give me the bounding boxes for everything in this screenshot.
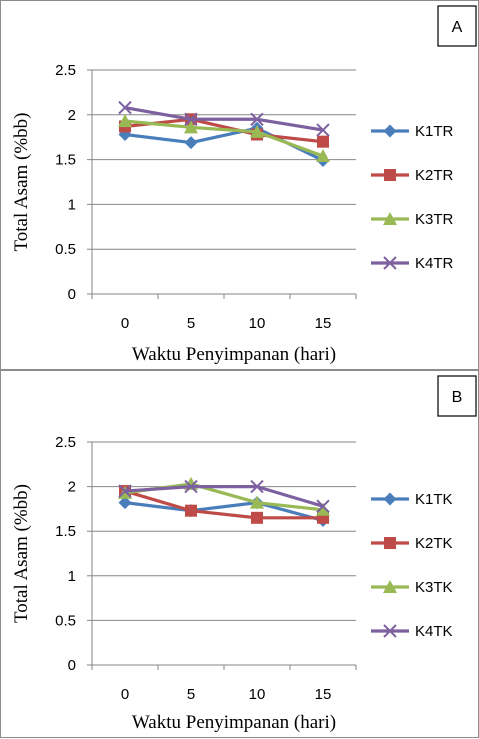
series-line xyxy=(124,484,324,508)
series-k4tk xyxy=(118,479,330,513)
legend-marker xyxy=(384,169,396,181)
y-tick-label: 0 xyxy=(68,286,76,303)
data-point xyxy=(118,114,132,128)
y-tick-label: 2.5 xyxy=(55,434,76,451)
series-k1tk xyxy=(118,496,330,527)
series-line xyxy=(124,119,324,158)
series-k4tr xyxy=(118,100,330,137)
y-tick-label: 1.5 xyxy=(55,523,76,540)
series-line xyxy=(124,106,324,132)
legend-label: K4TR xyxy=(415,255,454,272)
series-line xyxy=(124,489,323,520)
chart-panel-a: A 0 0.5 1 1.5 2 2.5 0 5 10 15 Waktu Penyimpanan (ha… xyxy=(0,0,479,370)
legend-label: K3TR xyxy=(415,211,454,228)
legend-label: K3TK xyxy=(415,579,453,596)
y-tick-label: 2 xyxy=(68,479,76,496)
x-tick-label: 0 xyxy=(121,315,129,332)
series-k3tr xyxy=(118,114,330,163)
data-point xyxy=(250,124,264,138)
y-axis-label: Total Asam (%bb) xyxy=(11,484,32,623)
y-tick-label: 2 xyxy=(68,107,76,124)
x-axis-label: Waktu Penyimpanan (hari) xyxy=(132,344,336,365)
data-point xyxy=(118,100,132,115)
series-line xyxy=(124,501,324,523)
legend-marker xyxy=(383,580,397,593)
legend-item-k4tr: K4TR xyxy=(371,255,454,272)
data-point xyxy=(118,496,132,510)
legend-item-k2tr: K2TR xyxy=(371,167,454,184)
data-point xyxy=(317,135,329,148)
x-tick-label: 0 xyxy=(121,686,129,703)
legend-marker xyxy=(383,492,397,506)
data-point xyxy=(316,499,330,513)
panel-label: B xyxy=(437,375,477,417)
x-tick-label: 10 xyxy=(249,315,266,332)
legend-label: K1TR xyxy=(415,123,454,140)
x-tick-label: 15 xyxy=(315,686,332,703)
data-point xyxy=(118,128,132,142)
panel-label-text: B xyxy=(452,389,463,406)
legend-item-k2tk: K2TK xyxy=(371,535,453,552)
legend-item-k3tk: K3TK xyxy=(371,579,453,596)
data-point xyxy=(250,495,264,509)
x-tick-label: 5 xyxy=(187,315,195,332)
data-point xyxy=(316,123,330,137)
panel-label-text: A xyxy=(452,19,463,36)
legend-marker xyxy=(383,256,397,270)
x-tick-label: 15 xyxy=(315,315,332,332)
legend-label: K1TK xyxy=(415,491,453,508)
panel-label: A xyxy=(437,5,477,47)
data-point xyxy=(316,502,330,516)
data-point xyxy=(316,149,330,163)
legend-marker xyxy=(384,537,396,549)
data-point xyxy=(184,120,198,134)
y-tick-label: 2.5 xyxy=(55,62,76,79)
line-chart-b: B 0 0.5 1 1.5 2 2.5 0 5 10 15 Waktu Penyimpanan (ha… xyxy=(11,375,477,733)
data-point xyxy=(250,479,264,494)
y-axis-label: Total Asam (%bb) xyxy=(11,112,32,251)
x-tick-label: 5 xyxy=(187,686,195,703)
x-axis-label: Waktu Penyimpanan (hari) xyxy=(132,712,336,733)
legend-marker xyxy=(383,212,397,225)
legend-item-k1tk: K1TK xyxy=(371,491,453,508)
y-tick-label: 1 xyxy=(68,568,76,585)
data-point xyxy=(184,136,198,150)
legend-label: K2TK xyxy=(415,535,453,552)
data-point xyxy=(184,479,198,494)
data-point xyxy=(185,504,197,517)
series-k3tk xyxy=(118,476,330,516)
legend-item-k1tr: K1TR xyxy=(371,123,454,140)
chart-panel-b: B 0 0.5 1 1.5 2 2.5 0 5 10 15 Waktu Penyimpanan (ha… xyxy=(0,370,479,738)
x-tick-label: 10 xyxy=(249,686,266,703)
data-point xyxy=(184,112,198,126)
y-tick-label: 1.5 xyxy=(55,152,76,169)
legend-marker xyxy=(383,124,397,138)
data-point xyxy=(251,511,263,524)
line-chart-a: A 0 0.5 1 1.5 2 2.5 0 5 10 15 Waktu Penyimpanan (ha… xyxy=(11,5,477,365)
y-tick-label: 0 xyxy=(68,657,76,674)
data-point xyxy=(118,484,132,498)
y-tick-label: 0.5 xyxy=(55,241,76,258)
legend-item-k4tk: K4TK xyxy=(371,623,453,640)
y-tick-label: 0.5 xyxy=(55,612,76,629)
y-tick-label: 1 xyxy=(68,196,76,213)
data-point xyxy=(250,112,264,126)
legend-item-k3tr: K3TR xyxy=(371,211,454,228)
legend-label: K4TK xyxy=(415,623,453,640)
legend-marker xyxy=(383,624,397,638)
legend-label: K2TR xyxy=(415,167,454,184)
